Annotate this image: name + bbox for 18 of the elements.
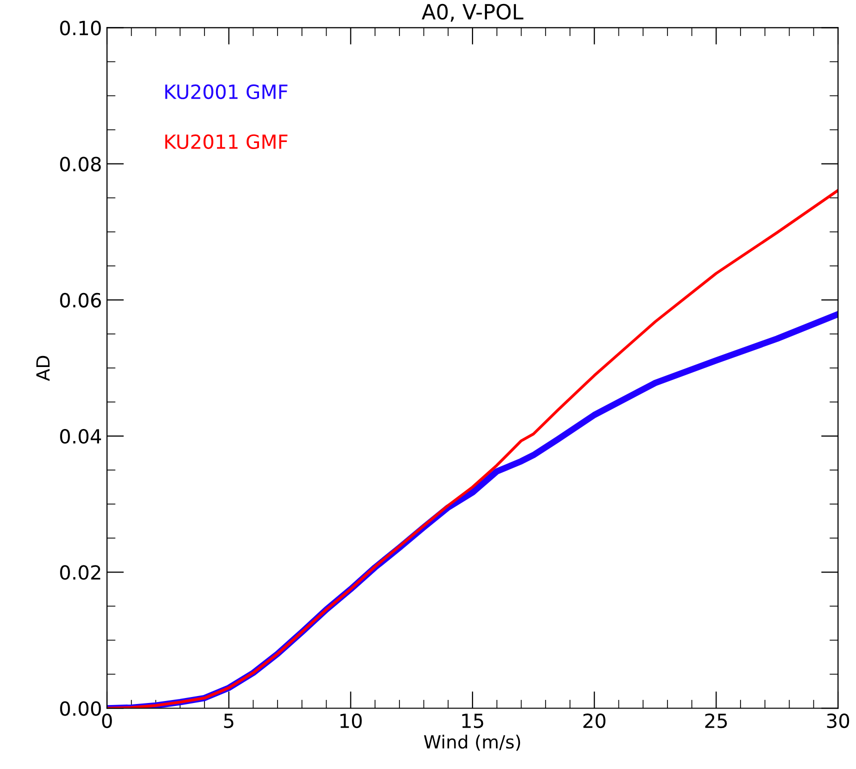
y-tick-label: 0.02	[60, 565, 100, 580]
x-tick-label: 0	[102, 713, 112, 728]
x-tick-label: 25	[705, 713, 727, 728]
text: KU2011 GMF	[165, 134, 288, 150]
x-tick-label: 20	[583, 713, 606, 728]
x-axis-title: Wind (m/s)	[424, 734, 520, 751]
y-tick-label: 0.08	[60, 156, 101, 172]
y-tick-label: 0.00	[60, 701, 101, 716]
x-tick-label: 5	[224, 714, 234, 728]
y-tick-label: 0.04	[60, 428, 102, 444]
x-tick-label: 10	[340, 713, 362, 728]
chart-title: A0, V-POL	[422, 4, 524, 22]
y-tick-label: 0.06	[60, 292, 101, 308]
x-tick-label: 15	[462, 714, 484, 728]
y-axis-title: AD	[36, 356, 50, 381]
text: KU2001 GMF	[165, 84, 288, 100]
y-tick-label: 0.10	[60, 20, 101, 36]
x-tick-label: 30	[827, 713, 850, 728]
